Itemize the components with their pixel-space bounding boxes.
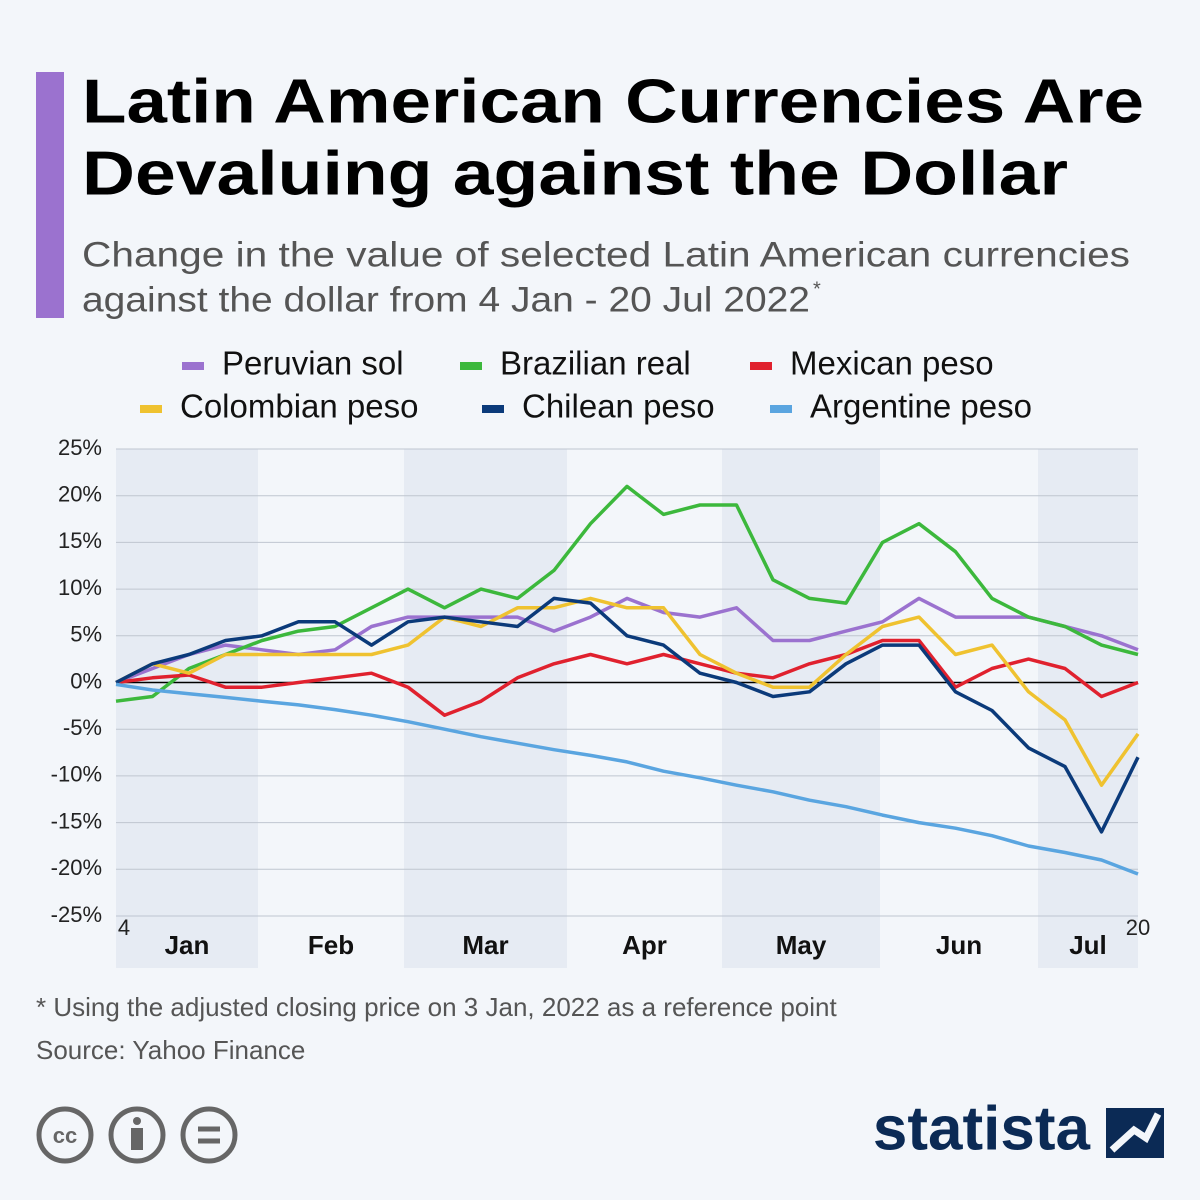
x-month-label: Jan <box>165 930 210 960</box>
legend-label: Chilean peso <box>522 388 715 425</box>
source: Source: Yahoo Finance <box>36 1035 305 1065</box>
x-month-label: Jun <box>936 930 982 960</box>
cc-glyph: cc <box>53 1123 77 1148</box>
footnote: * Using the adjusted closing price on 3 … <box>36 992 838 1022</box>
y-tick-label: -5% <box>63 715 102 740</box>
cc-icon <box>36 1106 94 1164</box>
month-band <box>722 449 880 968</box>
x-month-label: Apr <box>622 930 667 960</box>
brand: statista <box>873 1094 1091 1163</box>
chart-subtitle: against the dollar from 4 Jan - 20 Jul 2… <box>82 280 810 319</box>
chart-subtitle: Change in the value of selected Latin Am… <box>82 235 1130 274</box>
brand-logo-mark <box>1109 1112 1162 1153</box>
legend-label: Argentine peso <box>810 388 1032 425</box>
y-tick-label: 15% <box>58 528 102 553</box>
y-tick-label: 5% <box>70 622 102 647</box>
x-month-label: May <box>776 930 827 960</box>
y-tick-label: -15% <box>51 808 102 833</box>
x-tick-label: 20 <box>1126 915 1150 940</box>
by-head <box>133 1117 141 1125</box>
legend-label: Mexican peso <box>790 345 994 382</box>
series-line <box>115 484 1139 703</box>
y-tick-label: -10% <box>51 762 102 787</box>
brand-logo <box>1106 1108 1164 1158</box>
month-band <box>404 449 567 968</box>
x-month-label: Jul <box>1069 930 1107 960</box>
y-tick-label: 10% <box>58 575 102 600</box>
by-icon <box>108 1106 166 1164</box>
x-month-label: Mar <box>462 930 508 960</box>
legend-label: Brazilian real <box>500 345 691 382</box>
chart-title: Latin American Currencies Are <box>82 67 1144 136</box>
series-line <box>115 638 1139 717</box>
series-line <box>115 596 1140 787</box>
month-band <box>116 449 258 968</box>
legend-label: Colombian peso <box>180 388 418 425</box>
month-band <box>1038 449 1138 968</box>
subtitle-mark: * <box>813 278 821 300</box>
x-month-label: Feb <box>308 930 354 960</box>
series-line <box>115 596 1140 834</box>
by-body <box>131 1128 143 1150</box>
y-tick-label: -20% <box>51 855 102 880</box>
nd-icon <box>180 1106 238 1164</box>
license-icons: cc <box>36 1106 238 1164</box>
y-tick-label: 20% <box>58 482 102 507</box>
series-line <box>115 682 1139 876</box>
legend-label: Peruvian sol <box>222 345 404 382</box>
chart-title: Devaluing against the Dollar <box>82 139 1068 208</box>
accent-bar <box>36 72 64 318</box>
x-tick-label: 4 <box>118 915 130 940</box>
y-tick-label: -25% <box>51 902 102 927</box>
y-tick-label: 25% <box>58 435 102 460</box>
y-tick-label: 0% <box>70 668 102 693</box>
